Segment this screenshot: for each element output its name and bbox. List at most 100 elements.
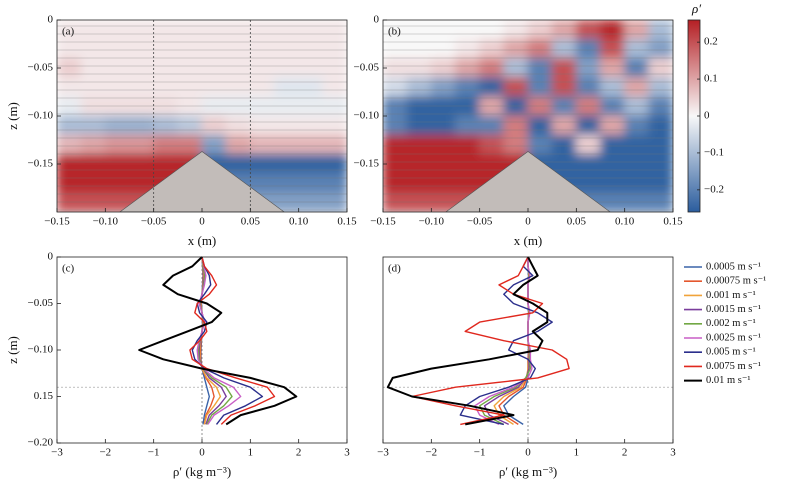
heatmap-cell	[153, 57, 179, 79]
y-tick-label: −0.05	[28, 297, 54, 309]
heatmap-cell	[274, 134, 300, 155]
legend-label: 0.002 m s⁻¹	[706, 318, 756, 329]
heatmap-cell	[201, 134, 227, 155]
heatmap-cell	[153, 134, 179, 155]
heatmap-cell	[177, 57, 203, 79]
heatmap-cell	[503, 115, 529, 136]
x-tick-label: −0.05	[141, 216, 167, 228]
x-tick-label: 0.15	[337, 216, 357, 228]
x-tick-label: −0.05	[467, 216, 493, 228]
heatmap-cell	[575, 38, 601, 59]
heatmap-cell	[551, 57, 577, 79]
heatmap-cell	[298, 173, 324, 194]
heatmap-cell	[177, 134, 203, 155]
profile-line	[386, 256, 549, 426]
x-tick-label: −0.10	[93, 216, 119, 228]
heatmap-cell	[129, 77, 155, 98]
heatmap-cell	[551, 134, 577, 155]
heatmap-cell	[624, 134, 650, 155]
heatmap-cell	[551, 153, 577, 175]
x-tick-label: −1	[148, 447, 160, 459]
heatmap-cell	[80, 38, 106, 59]
heatmap-cell	[600, 57, 626, 79]
heatmap-cell	[225, 77, 251, 98]
heatmap-cell	[383, 96, 408, 117]
heatmap-cell	[249, 57, 275, 79]
heatmap-cell	[153, 20, 179, 40]
legend-label: 0.0025 m s⁻¹	[706, 332, 761, 343]
x-tick-label: 3	[670, 447, 676, 459]
heatmap-cell	[383, 77, 408, 98]
heatmap-cell	[648, 192, 673, 212]
heatmap-cell	[648, 115, 673, 136]
heatmap-cell	[383, 57, 408, 79]
heatmap-cell	[479, 153, 505, 175]
heatmap-cell	[322, 38, 347, 59]
heatmap-cell	[104, 20, 130, 40]
heatmap-cell	[104, 77, 130, 98]
heatmap-cell	[383, 134, 408, 155]
heatmap-cell	[648, 77, 673, 98]
heatmap-cell	[249, 38, 275, 59]
heatmap	[57, 20, 347, 212]
x-tick-label: −0.15	[44, 216, 70, 228]
heatmap-cell	[249, 134, 275, 155]
heatmap-cell	[274, 173, 300, 194]
y-tick-label: 0	[48, 251, 54, 263]
heatmap-cell	[249, 77, 275, 98]
x-tick-label: −0.10	[419, 216, 445, 228]
heatmap-cell	[430, 57, 456, 79]
heatmap-cell	[129, 20, 155, 40]
heatmap-cell	[225, 153, 251, 175]
heatmap-cell	[430, 38, 456, 59]
heatmap-cell	[479, 115, 505, 136]
heatmap-cell	[153, 115, 179, 136]
heatmap-cell	[575, 153, 601, 175]
heatmap-cell	[648, 57, 673, 79]
heatmap-cell	[249, 20, 275, 40]
heatmap-cell	[225, 96, 251, 117]
heatmap-cell	[298, 115, 324, 136]
heatmap-cell	[648, 173, 673, 194]
heatmap-cell	[249, 96, 275, 117]
heatmap-cell	[249, 115, 275, 136]
heatmap-cell	[177, 38, 203, 59]
colorbar-tick-label: −0.2	[704, 183, 724, 195]
heatmap-cell	[104, 173, 130, 194]
heatmap-cell	[455, 153, 481, 175]
heatmap-cell	[503, 57, 529, 79]
heatmap-cell	[406, 153, 432, 175]
heatmap-cell	[80, 96, 106, 117]
heatmap-cell	[322, 134, 347, 155]
heatmap-cell	[406, 96, 432, 117]
heatmap-cell	[274, 20, 300, 40]
heatmap-cell	[624, 153, 650, 175]
heatmap-cell	[455, 38, 481, 59]
heatmap-cell	[153, 96, 179, 117]
heatmap-cell	[503, 38, 529, 59]
colorbar-tick-label: 0	[704, 110, 710, 122]
y-axis-label: z (m)	[5, 336, 20, 364]
heatmap-cell	[600, 115, 626, 136]
heatmap-cell	[274, 153, 300, 175]
heatmap-cell	[430, 20, 456, 40]
y-tick-label: −0.05	[354, 62, 380, 74]
y-tick-label: −0.15	[28, 158, 54, 170]
heatmap-cell	[225, 38, 251, 59]
heatmap-cell	[406, 38, 432, 59]
heatmap-cell	[575, 134, 601, 155]
heatmap-cell	[201, 38, 227, 59]
heatmap-cell	[298, 134, 324, 155]
heatmap-cell	[527, 57, 553, 79]
heatmap-cell	[80, 77, 106, 98]
heatmap-cell	[551, 38, 577, 59]
heatmap-cell	[104, 96, 130, 117]
y-tick-label: 0	[48, 14, 54, 26]
heatmap-cell	[624, 77, 650, 98]
heatmap-cell	[104, 115, 130, 136]
panel-label: (a)	[62, 26, 75, 38]
heatmap-cell	[201, 115, 227, 136]
heatmap-cell	[104, 57, 130, 79]
heatmap-cell	[430, 134, 456, 155]
